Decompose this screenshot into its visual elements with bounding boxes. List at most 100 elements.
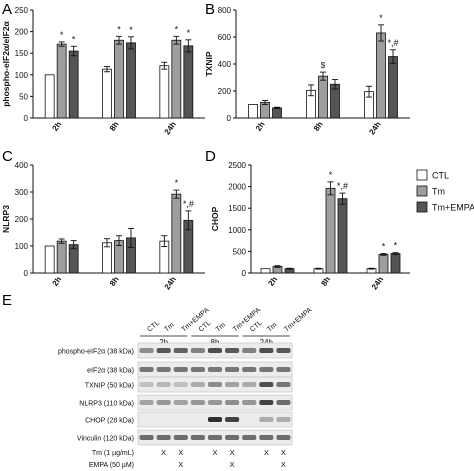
y-tick-label: 0: [242, 269, 247, 278]
blot-band: [259, 382, 274, 387]
blot-band: [190, 400, 205, 405]
bar: [318, 75, 328, 119]
y-tick-label: 1500: [228, 204, 246, 213]
chart-nlrp3: 0 100 200 300 400 NLRP3 2h 8h 24h * *,#: [1, 161, 205, 291]
significance-marker: *,#: [387, 38, 398, 48]
blot-band: [242, 400, 257, 405]
blot-band: [156, 382, 171, 387]
legend: CTL Tm Tm+EMPA: [416, 169, 474, 213]
x-tick-label: 8h: [108, 275, 121, 288]
y-axis-label: NLRP3: [1, 205, 11, 233]
blot-band: [242, 367, 257, 372]
lane-header: Tm: [266, 322, 278, 334]
blot-band: [156, 435, 171, 440]
y-tick-label: 400: [15, 161, 29, 170]
panel-letter-b: B: [205, 1, 215, 18]
blot-band: [276, 382, 291, 387]
blot-band: [139, 382, 154, 387]
blot-band: [242, 435, 257, 440]
legend-swatch: [416, 169, 428, 181]
significance-marker: *,#: [183, 199, 194, 209]
blot-band: [156, 367, 171, 372]
x-tick-label: 24h: [163, 275, 178, 292]
blot-band: [190, 435, 205, 440]
significance-marker: $: [321, 61, 326, 70]
bar: [56, 240, 67, 274]
bar: [44, 74, 55, 119]
x-tick-label: 24h: [367, 120, 382, 137]
blot-band: [156, 348, 171, 353]
blot-band: [190, 367, 205, 372]
y-tick-label: 150: [15, 49, 29, 58]
legend-label: Tm+EMPA: [432, 203, 474, 213]
blot-band: [259, 367, 274, 372]
bar: [248, 104, 258, 119]
blot-row-label: eIF2α (38 kDa): [87, 368, 134, 375]
blot-band: [207, 367, 223, 372]
legend-label: Tm: [432, 187, 445, 197]
timepoint-label: 24h: [260, 338, 273, 347]
blot-band: [139, 435, 154, 440]
blot-band: [207, 382, 223, 387]
legend-swatch: [416, 201, 428, 213]
legend-label: CTL: [432, 171, 449, 181]
x-tick-label: 2h: [266, 275, 279, 288]
bar: [325, 187, 336, 274]
bar: [68, 50, 79, 119]
significance-marker: *,#: [337, 181, 348, 191]
treatment-mark: X: [230, 448, 235, 457]
bar: [337, 198, 348, 274]
y-tick-label: 100: [15, 71, 29, 80]
y-tick-label: 0: [24, 269, 29, 278]
blot-row-label: NLRP3 (110 kDa): [79, 401, 134, 408]
blot-band: [259, 435, 274, 440]
blot-band: [207, 417, 223, 422]
significance-marker: *: [72, 34, 76, 44]
x-tick-label: 8h: [312, 120, 325, 133]
blot-row-label: CHOP (28 kDa): [85, 418, 134, 425]
treatment-mark: X: [281, 448, 286, 457]
significance-marker: *: [329, 170, 333, 180]
bar: [56, 43, 67, 119]
y-tick-label: 50: [19, 92, 28, 101]
blot-band: [190, 382, 205, 387]
x-tick-label: 2h: [254, 120, 267, 133]
bar: [102, 242, 112, 274]
y-tick-label: 2000: [228, 183, 246, 192]
bar: [114, 39, 124, 119]
blot-band: [173, 435, 188, 440]
y-tick-label: 300: [15, 188, 29, 197]
lane-header: Tm: [163, 322, 175, 334]
blot-band: [156, 400, 171, 405]
blot-band: [207, 400, 223, 405]
significance-marker: *: [129, 25, 133, 35]
y-tick-label: 100: [15, 242, 29, 251]
blot-band: [139, 348, 154, 353]
treatment-mark: X: [212, 448, 217, 457]
y-tick-label: 0: [24, 114, 29, 123]
blot-row-label: phospho-eIF2α (38 kDa): [58, 349, 134, 356]
panel-letter-d: D: [205, 148, 216, 165]
bar: [126, 42, 136, 119]
panel-letter-c: C: [2, 148, 13, 165]
bar: [159, 65, 170, 119]
significance-marker: *: [175, 178, 179, 188]
y-tick-label: 200: [15, 28, 29, 37]
significance-marker: *: [379, 13, 383, 23]
x-tick-label: 8h: [108, 120, 121, 133]
blot-band: [276, 435, 291, 440]
treatment-mark: X: [178, 460, 183, 469]
blot-band: [259, 400, 274, 405]
significance-marker: *: [175, 24, 179, 34]
bar: [272, 107, 282, 119]
y-tick-label: 250: [15, 6, 29, 15]
y-tick-label: 1000: [228, 226, 246, 235]
y-tick-label: 200: [15, 215, 29, 224]
blot-row-label: TXNIP (50 kDa): [85, 383, 134, 390]
timepoint-label: 8h: [211, 338, 220, 347]
blot-band: [259, 348, 274, 353]
significance-marker: *: [187, 28, 191, 38]
blot-band: [276, 367, 291, 372]
significance-marker: *: [382, 242, 386, 252]
